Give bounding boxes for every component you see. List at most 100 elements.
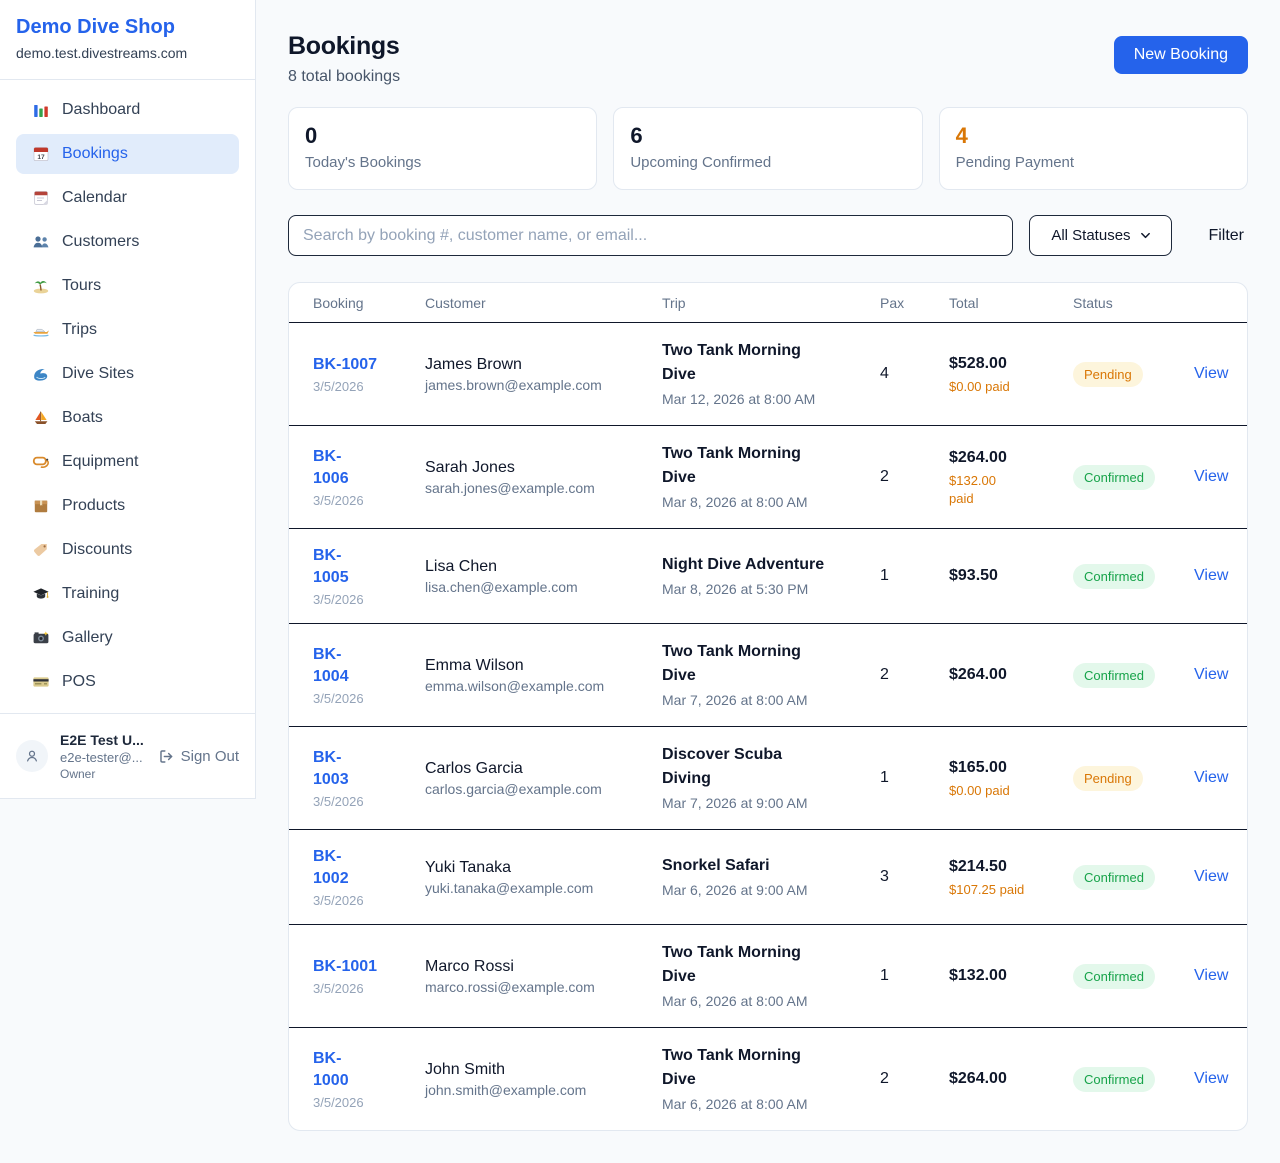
status-filter-select[interactable]: All Statuses [1029,215,1173,256]
view-link[interactable]: View [1194,868,1229,885]
sidebar-item-products[interactable]: Products [16,486,239,526]
view-link[interactable]: View [1194,567,1229,584]
stat-card-todays-bookings: 0 Today's Bookings [288,107,598,190]
customer-name: John Smith [425,1060,506,1078]
stat-card-pending-payment: 4 Pending Payment [938,107,1248,190]
customer-name: Carlos Garcia [425,759,523,777]
view-link[interactable]: View [1194,769,1229,786]
customer-email: emma.wilson@example.com [425,677,605,694]
sidebar-item-tours[interactable]: Tours [16,266,239,306]
status-badge: Confirmed [1073,864,1155,890]
trip-datetime: Mar 6, 2026 at 8:00 AM [662,1096,808,1112]
sidebar-item-gallery[interactable]: Gallery [16,618,239,658]
sidebar-item-boats[interactable]: Boats [16,398,239,438]
sidebar-item-dive-sites[interactable]: Dive Sites [16,354,239,394]
sidebar-item-pos[interactable]: POS [16,662,239,702]
sidebar-item-label: Tours [62,277,102,294]
customer-name: Yuki Tanaka [425,858,511,876]
booking-id-link[interactable]: BK- 1006 [313,448,349,487]
view-link[interactable]: View [1194,1070,1229,1087]
new-booking-button[interactable]: New Booking [1113,36,1248,74]
total-value: $132.00 [949,967,1007,984]
booking-id-link[interactable]: BK-1007 [313,356,378,373]
svg-text:17: 17 [37,154,45,161]
booking-date: 3/5/2026 [313,592,364,607]
calendar-date-icon: 17 [32,145,50,163]
sidebar: Demo Dive Shop demo.test.divestreams.com… [0,0,256,799]
trip-datetime: Mar 7, 2026 at 9:00 AM [662,795,808,811]
booking-id-link[interactable]: BK- 1004 [313,646,349,685]
sidebar-item-equipment[interactable]: Equipment [16,442,239,482]
customer-name: Lisa Chen [425,557,498,575]
trip-datetime: Mar 12, 2026 at 8:00 AM [662,391,816,407]
pax-value: 3 [880,868,889,885]
customer-email: lisa.chen@example.com [425,578,578,595]
sign-out-button[interactable]: Sign Out [158,748,239,765]
filter-button[interactable]: Filter [1204,227,1248,245]
chevron-down-icon [1140,232,1150,239]
shop-name-link[interactable]: Demo Dive Shop [16,16,175,38]
view-link[interactable]: View [1194,666,1229,683]
speedboat-icon [32,321,50,339]
view-link[interactable]: View [1194,468,1229,485]
table-row: BK- 1004 3/5/2026 Emma Wilson emma.wilso… [289,624,1247,727]
user-role: Owner [60,766,96,781]
status-badge: Confirmed [1073,662,1155,688]
paid-amount: $0.00 paid [949,782,1010,798]
customer-email: james.brown@example.com [425,376,602,393]
package-icon [32,497,50,515]
stat-label: Upcoming Confirmed [630,154,772,171]
bookings-count: 8 total bookings [288,68,401,85]
customer-email: marco.rossi@example.com [425,978,595,995]
camera-icon [32,629,50,647]
status-badge: Confirmed [1073,963,1155,989]
sidebar-item-label: Gallery [62,629,113,646]
person-icon [27,750,37,762]
logout-icon [159,749,172,763]
sidebar-item-calendar[interactable]: Calendar [16,178,239,218]
booking-date: 3/5/2026 [313,893,364,908]
sidebar-item-dashboard[interactable]: Dashboard [16,90,239,130]
user-panel: E2E Test U... e2e-tester@... Owner Sign … [0,713,255,798]
col-header-status: Status [1073,295,1113,311]
sailboat-icon [32,409,50,427]
pax-value: 1 [880,769,889,786]
view-link[interactable]: View [1194,365,1229,382]
col-header-trip: Trip [662,295,686,311]
booking-id-link[interactable]: BK- 1003 [313,749,349,788]
sidebar-item-trips[interactable]: Trips [16,310,239,350]
booking-id-link[interactable]: BK- 1005 [313,547,349,586]
sidebar-item-training[interactable]: Training [16,574,239,614]
bookings-table: Booking Customer Trip Pax Total Status B… [288,282,1248,1131]
stats-row: 0 Today's Bookings 6 Upcoming Confirmed … [288,107,1248,190]
sidebar-item-label: Boats [62,409,103,426]
col-header-customer: Customer [425,295,486,311]
booking-id-link[interactable]: BK- 1000 [313,1050,349,1089]
table-row: BK-1001 3/5/2026 Marco Rossi marco.rossi… [289,925,1247,1028]
view-link[interactable]: View [1194,967,1229,984]
credit-card-icon [32,673,50,691]
sidebar-item-bookings[interactable]: 17 Bookings [16,134,239,174]
sidebar-item-label: Equipment [62,453,139,470]
status-badge: Confirmed [1073,464,1155,490]
booking-id-link[interactable]: BK- 1002 [313,848,349,887]
sidebar-item-customers[interactable]: Customers [16,222,239,262]
pax-value: 1 [880,567,889,584]
stat-value: 6 [630,123,643,148]
total-value: $264.00 [949,1070,1007,1087]
search-input[interactable] [288,215,1014,256]
status-filter-value: All Statuses [1051,227,1131,244]
customer-name: Sarah Jones [425,458,515,476]
trip-datetime: Mar 6, 2026 at 8:00 AM [662,993,808,1009]
booking-id-link[interactable]: BK-1001 [313,958,378,975]
tearoff-calendar-icon [32,189,50,207]
paid-amount: $107.25 paid [949,881,1025,897]
sidebar-item-discounts[interactable]: Discounts [16,530,239,570]
total-value: $528.00 [949,354,1007,372]
trip-name: Two Tank Morning Dive [662,643,801,684]
trip-datetime: Mar 7, 2026 at 8:00 AM [662,692,808,708]
pax-value: 1 [880,967,889,984]
pax-value: 2 [880,666,889,683]
table-row: BK-1007 3/5/2026 James Brown james.brown… [289,323,1247,426]
sidebar-item-label: Trips [62,321,97,338]
